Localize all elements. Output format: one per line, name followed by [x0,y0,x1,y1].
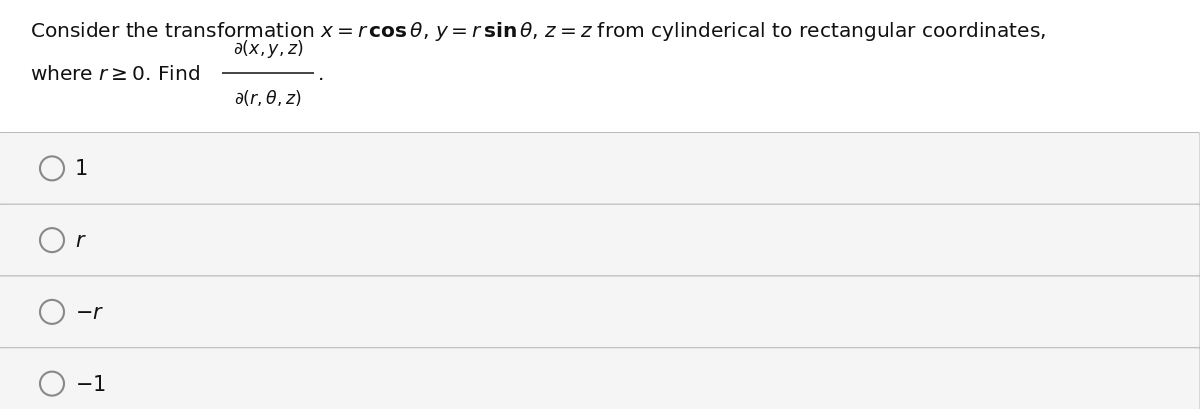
Text: $-1$: $-1$ [74,374,106,393]
Text: $\partial(x, y, z)$: $\partial(x, y, z)$ [233,38,304,60]
Text: $-r$: $-r$ [74,302,104,322]
FancyBboxPatch shape [0,205,1200,276]
Text: where $r \geq 0$. Find: where $r \geq 0$. Find [30,64,200,83]
Text: $\partial(r, \theta, z)$: $\partial(r, \theta, z)$ [234,88,302,108]
FancyBboxPatch shape [0,276,1200,348]
Text: 1: 1 [74,159,89,179]
Text: $r$: $r$ [74,231,86,250]
FancyBboxPatch shape [0,133,1200,205]
Text: .: . [318,64,324,83]
Text: Consider the transformation $x = r\,\mathbf{cos}\,\theta$, $y = r\,\mathbf{sin}\: Consider the transformation $x = r\,\mat… [30,20,1046,43]
FancyBboxPatch shape [0,348,1200,409]
